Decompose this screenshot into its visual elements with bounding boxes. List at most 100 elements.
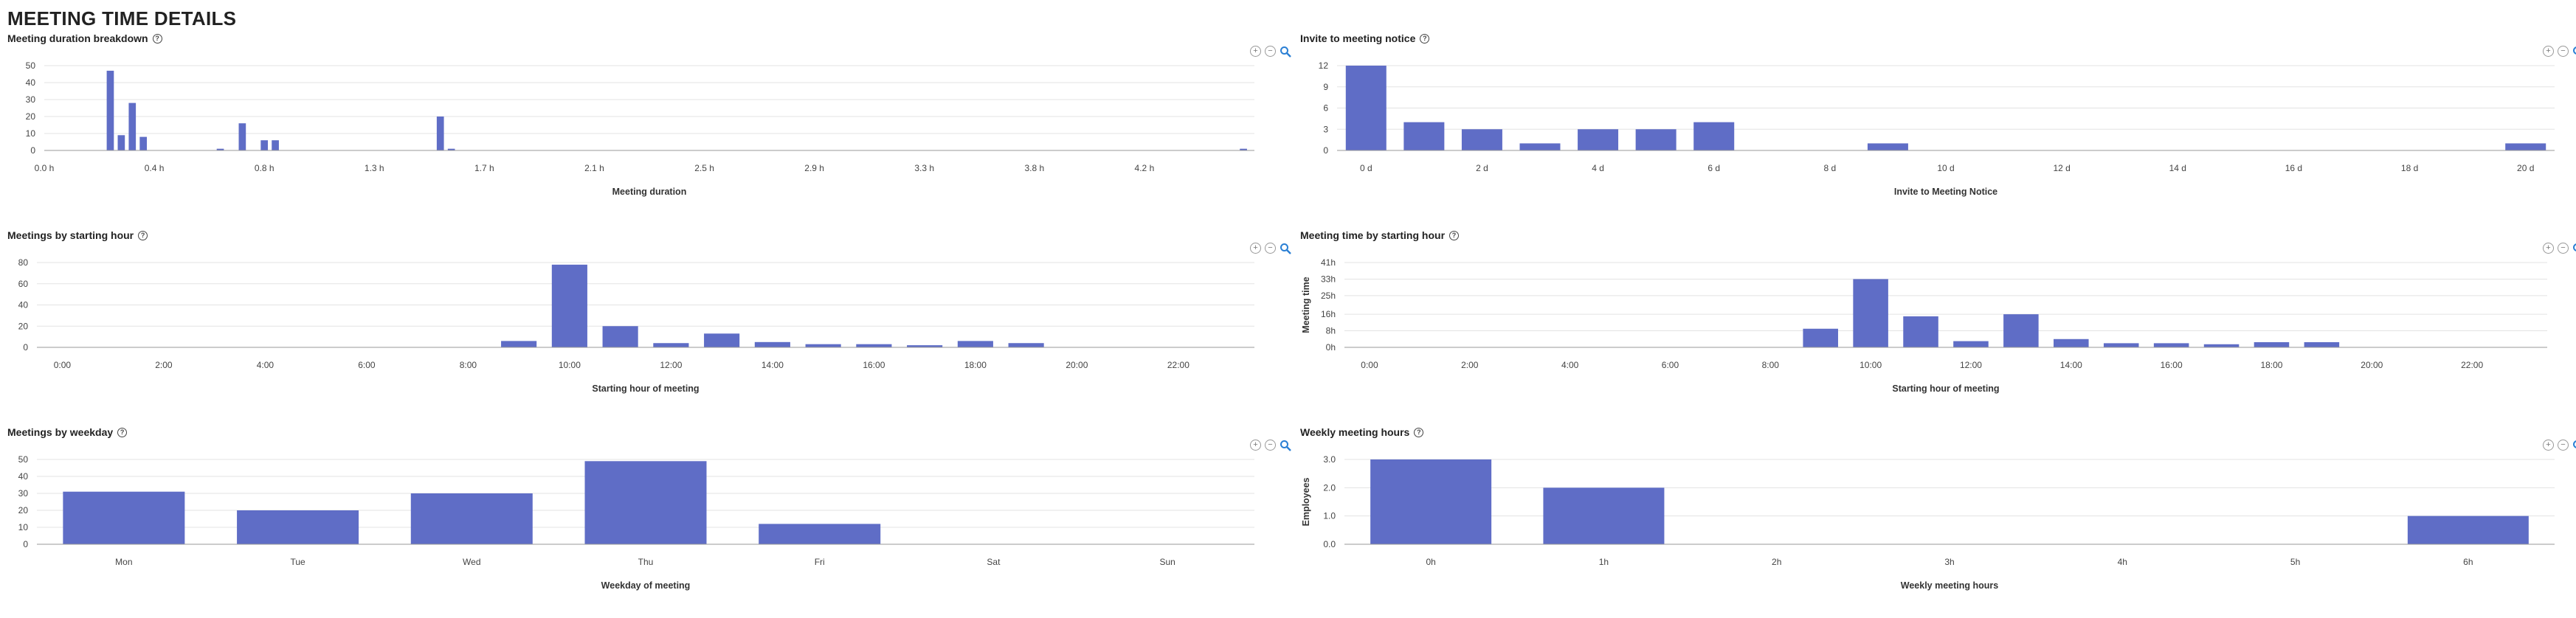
zoom-out-icon[interactable]: − [2558, 440, 2569, 451]
x-tick-label: Tue [290, 557, 305, 567]
zoom-controls: + − [1250, 440, 1291, 451]
bar [2003, 314, 2039, 347]
x-tick-label: 4 d [1592, 163, 1604, 173]
x-tick-label: 1.7 h [474, 163, 494, 173]
bar [1345, 66, 1387, 150]
y-tick-label: 0 [1323, 145, 1328, 156]
x-tick-label: 12:00 [1960, 360, 1982, 370]
x-tick-label: 0h [1426, 557, 1435, 567]
zoom-in-icon[interactable]: + [1250, 243, 1261, 254]
help-icon[interactable]: ? [117, 427, 128, 437]
magnifier-icon[interactable] [1280, 440, 1291, 451]
magnifier-icon[interactable] [2572, 440, 2576, 451]
chart-title-text: Meetings by weekday [7, 426, 114, 438]
chart-panel-time-by-hour: Meeting time by starting hour? + − 0h 8h 1… [1300, 229, 2576, 421]
chart-panel-weekly-hours: Weekly meeting hours? + − 0.0 1.0 2.0 3.0 0h… [1300, 426, 2576, 618]
y-axis-title: Meeting time [1301, 277, 1311, 333]
zoom-in-icon[interactable]: + [1250, 440, 1261, 451]
x-tick-label: 1h [1599, 557, 1609, 567]
zoom-out-icon[interactable]: − [1265, 46, 1276, 57]
x-tick-label: 3h [1944, 557, 1954, 567]
bar [1543, 487, 1665, 544]
chart-title-text: Invite to meeting notice [1300, 32, 1416, 44]
y-tick-label: 8h [1326, 326, 1336, 336]
chart-svg: 0 10 20 30 40 50 Mon Tue Wed Thu Fri Sat Sun Weekday … [18, 454, 1254, 591]
x-tick-label: Thu [638, 557, 654, 567]
zoom-in-icon[interactable]: + [2543, 243, 2554, 254]
bar [436, 117, 444, 150]
zoom-in-icon[interactable]: + [1250, 46, 1261, 57]
y-tick-label: 9 [1323, 82, 1328, 92]
x-tick-label: 8:00 [460, 360, 477, 370]
bar [117, 135, 125, 150]
x-tick-label: 4h [2118, 557, 2127, 567]
bar [907, 345, 943, 347]
y-tick-label: 12 [1319, 60, 1329, 71]
bar [1693, 122, 1735, 150]
x-tick-label: Wed [463, 557, 480, 567]
y-tick-label: 3.0 [1323, 454, 1336, 465]
zoom-out-icon[interactable]: − [1265, 243, 1276, 254]
zoom-in-icon[interactable]: + [2543, 46, 2554, 57]
y-tick-label: 80 [18, 257, 29, 268]
x-tick-label: 12:00 [660, 360, 682, 370]
x-axis-title: Weekday of meeting [601, 580, 691, 591]
magnifier-icon[interactable] [2572, 46, 2576, 58]
zoom-controls: + − [1250, 46, 1291, 58]
x-tick-label: 22:00 [2461, 360, 2483, 370]
y-tick-label: 2.0 [1323, 482, 1336, 493]
x-tick-label: 8:00 [1762, 360, 1780, 370]
x-axis-title: Starting hour of meeting [1892, 383, 1999, 394]
y-tick-label: 30 [18, 488, 29, 499]
zoom-in-icon[interactable]: + [2543, 440, 2554, 451]
chart-panel-duration: Meeting duration breakdown? + − 0 10 20 30 4… [7, 32, 1291, 224]
help-icon[interactable]: ? [1449, 230, 1460, 240]
x-tick-label: 10:00 [559, 360, 581, 370]
x-tick-label: 2.5 h [694, 163, 714, 173]
y-tick-label: 20 [18, 505, 29, 515]
y-tick-label: 50 [26, 60, 36, 71]
y-axis-title: Employees [1301, 477, 1311, 526]
chart-svg: 0.0 1.0 2.0 3.0 0h 1h 2h 3h 4h 5h 6h Weekly meeting… [1301, 454, 2555, 591]
bar [754, 341, 790, 347]
bar [128, 103, 137, 150]
help-icon[interactable]: ? [1420, 33, 1430, 44]
help-icon[interactable]: ? [138, 230, 148, 240]
x-tick-label: Mon [115, 557, 132, 567]
chart-title: Weekly meeting hours? [1300, 426, 1424, 438]
x-tick-label: Sat [987, 557, 1001, 567]
bar [1803, 328, 1838, 347]
bar [501, 341, 537, 347]
bar [704, 333, 740, 347]
x-tick-label: 0.4 h [145, 163, 165, 173]
x-tick-label: 3.8 h [1024, 163, 1044, 173]
y-tick-label: 0 [30, 145, 35, 156]
bar [260, 140, 269, 150]
bar [1008, 343, 1044, 347]
zoom-out-icon[interactable]: − [2558, 243, 2569, 254]
y-tick-label: 0 [23, 539, 28, 549]
chart-panel-starting-hour: Meetings by starting hour? + − 0 20 40 60 80… [7, 229, 1291, 421]
x-tick-label: 0:00 [54, 360, 72, 370]
bar [653, 343, 689, 347]
help-icon[interactable]: ? [1414, 427, 1424, 437]
bar [602, 326, 638, 347]
zoom-controls: + − [2543, 243, 2576, 254]
x-tick-label: 0.8 h [255, 163, 274, 173]
bar [759, 524, 881, 544]
chart-svg: 0 20 40 60 80 0:00 2:00 4:00 6:00 8:00 10:00 12:00 1… [18, 257, 1254, 394]
magnifier-icon[interactable] [1280, 46, 1291, 58]
x-tick-label: 14:00 [2060, 360, 2082, 370]
x-tick-label: 20 d [2517, 163, 2534, 173]
bar [2153, 343, 2189, 347]
x-tick-label: 0:00 [1361, 360, 1378, 370]
x-tick-label: 1.3 h [365, 163, 384, 173]
magnifier-icon[interactable] [2572, 243, 2576, 254]
bar [1867, 143, 1908, 150]
help-icon[interactable]: ? [152, 33, 162, 44]
magnifier-icon[interactable] [1280, 243, 1291, 254]
x-tick-label: 16:00 [2161, 360, 2183, 370]
zoom-out-icon[interactable]: − [1265, 440, 1276, 451]
y-tick-label: 10 [18, 522, 29, 532]
zoom-out-icon[interactable]: − [2558, 46, 2569, 57]
